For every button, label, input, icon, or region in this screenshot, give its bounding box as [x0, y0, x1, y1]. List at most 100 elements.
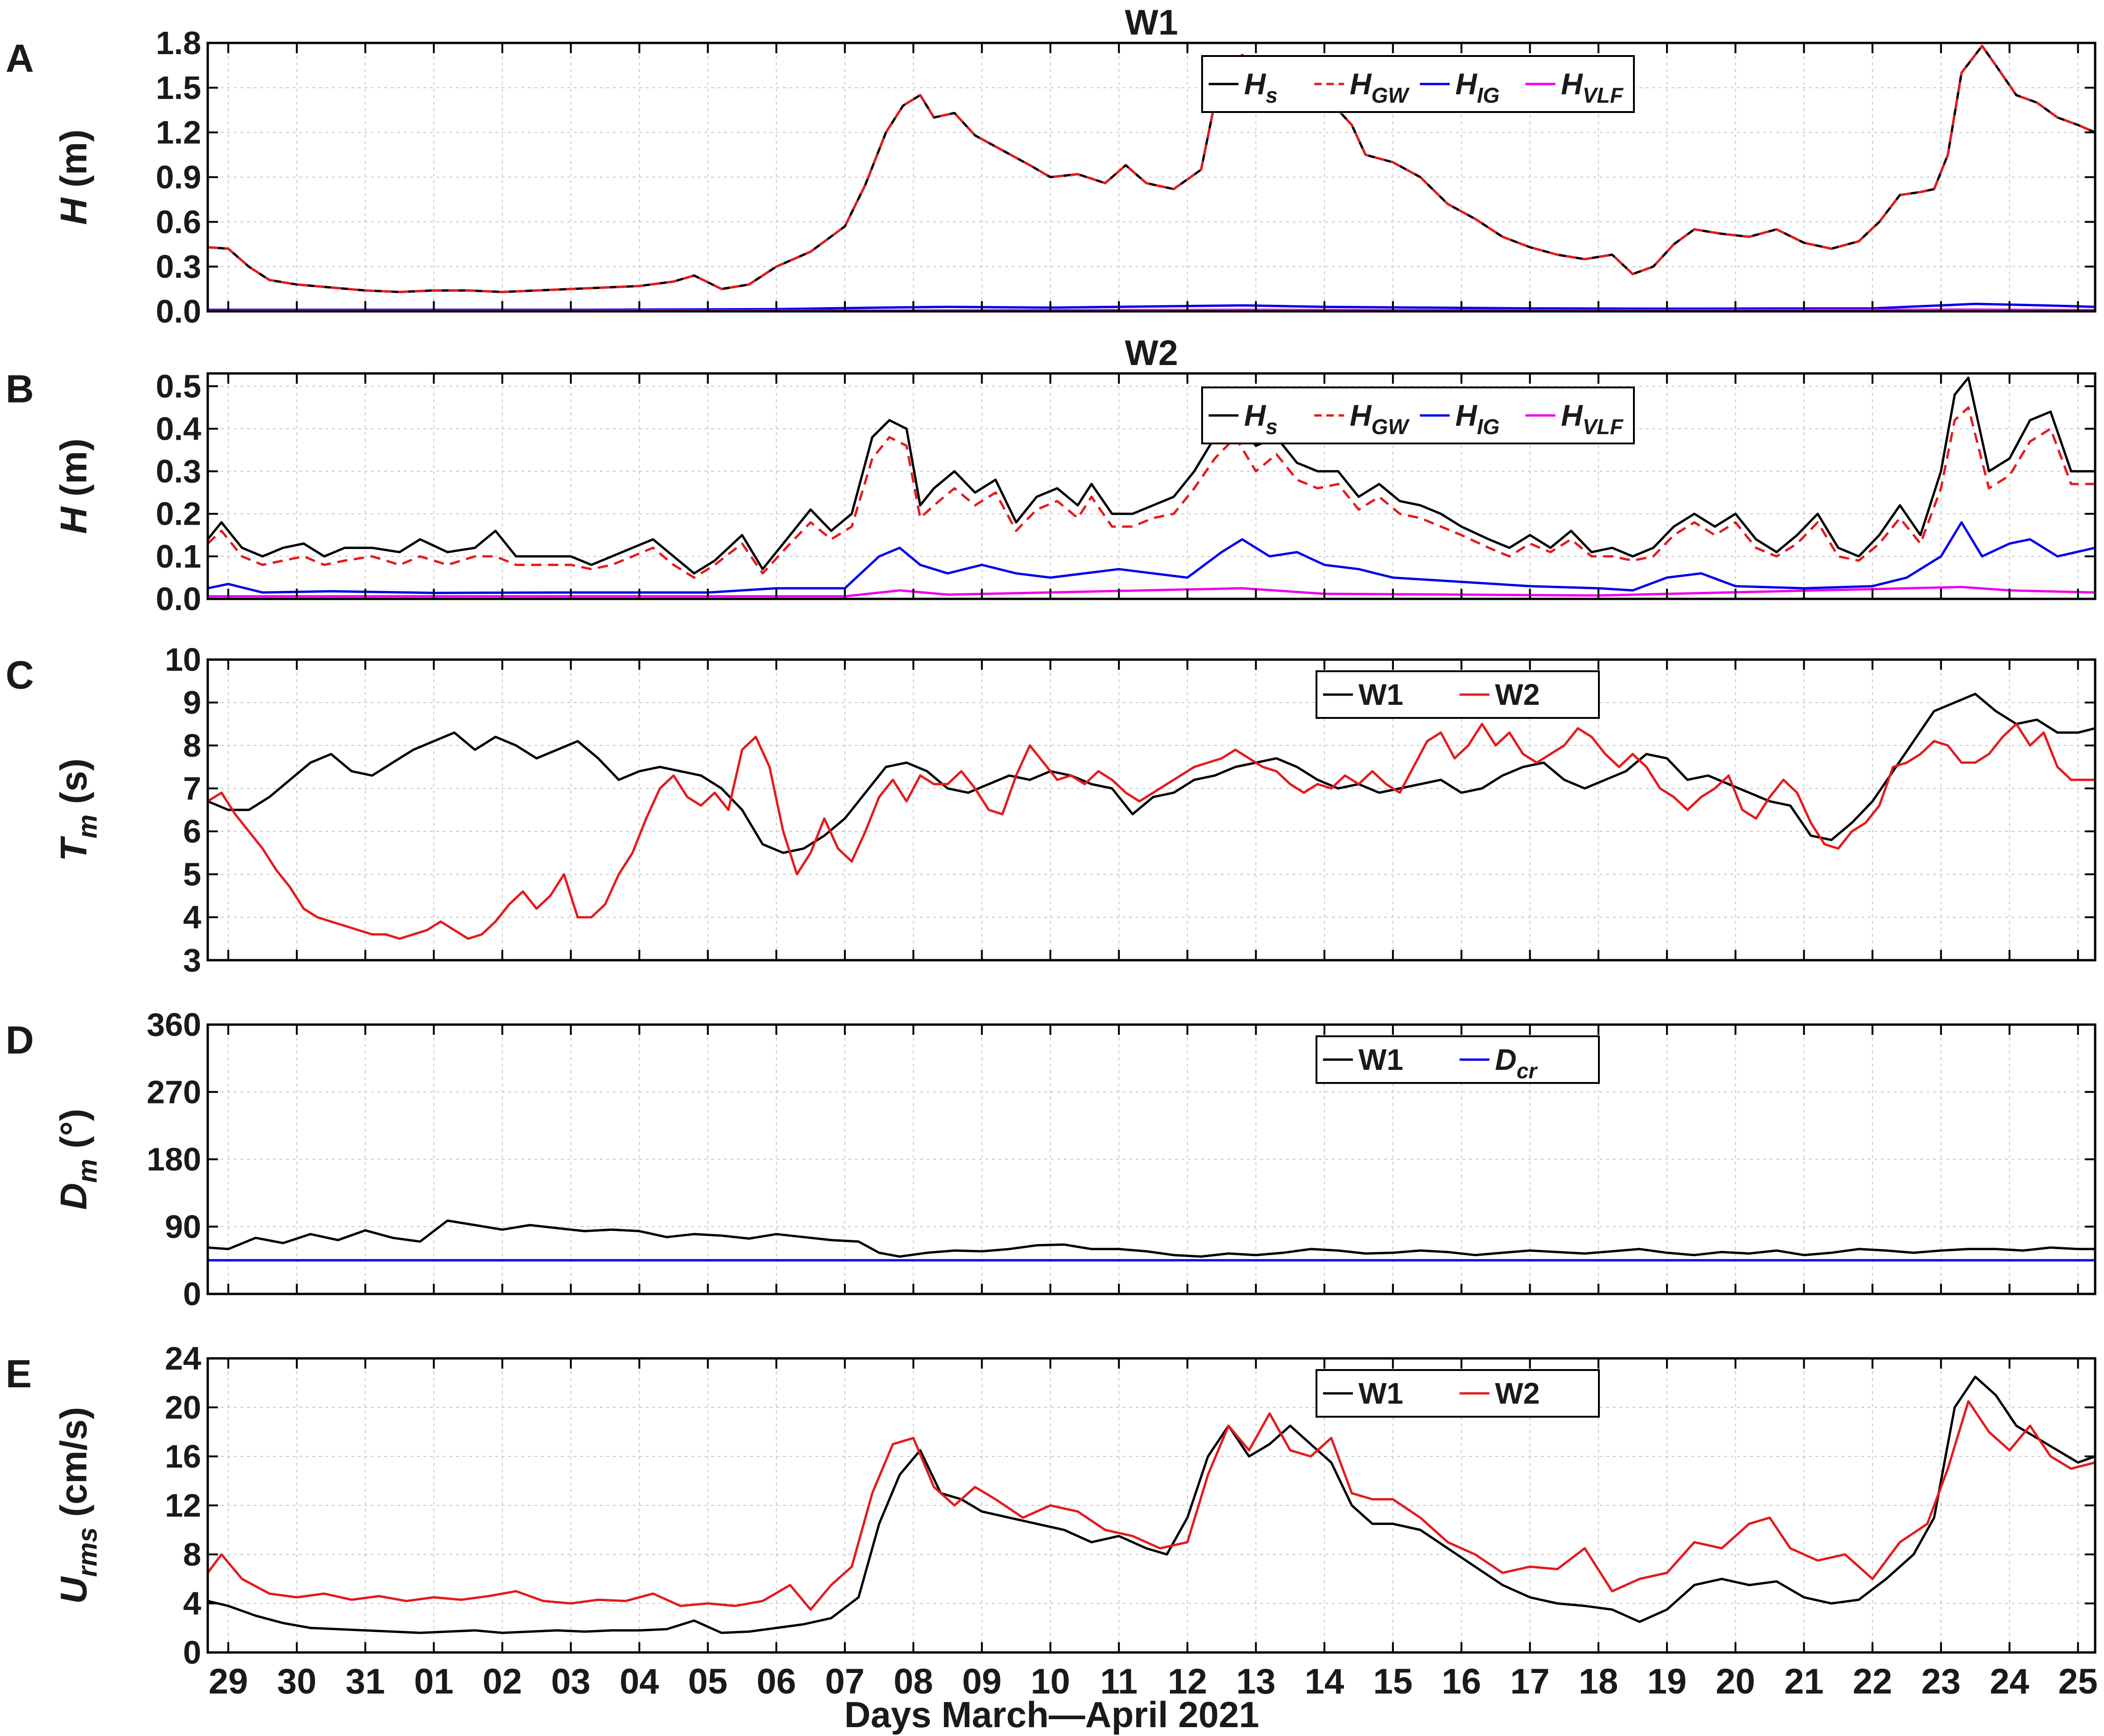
y-axis-label: Urms (cm/s) — [53, 1407, 103, 1604]
legend-label: W1 — [1358, 1377, 1403, 1410]
x-tick-label: 05 — [688, 1662, 728, 1701]
legend-label: HGW — [1350, 67, 1410, 107]
y-axis-label: Dm (°) — [53, 1109, 103, 1210]
legend: W1 Dcr — [1316, 1035, 1600, 1084]
x-tick-label: 29 — [209, 1662, 248, 1701]
y-tick-label: 8 — [183, 1536, 201, 1573]
legend-label: HVLF — [1561, 67, 1624, 107]
y-tick-label: 0.0 — [156, 293, 201, 330]
x-tick-label: 08 — [894, 1662, 933, 1701]
series-line-h-ig — [207, 521, 2096, 594]
series-line-h-gw — [207, 406, 2095, 579]
y-tick-label: 360 — [147, 1006, 201, 1043]
series-line-w1 — [207, 693, 2096, 854]
legend-label: HVLF — [1561, 399, 1624, 439]
x-tick-label: 07 — [825, 1662, 865, 1701]
y-tick-label: 0 — [183, 1276, 201, 1312]
series-line-w2 — [206, 1400, 2096, 1611]
y-tick-label: 0.3 — [156, 453, 201, 490]
x-tick-label: 03 — [551, 1662, 591, 1701]
y-tick-label: 10 — [165, 641, 201, 678]
y-tick-label: 0.4 — [156, 410, 201, 447]
panel-B: 0.0 0.1 0.2 0.3 0.4 0.5 B W2 H (m) Hs HGW HIG HVLF — [6, 333, 2097, 617]
legend-label: Dcr — [1495, 1043, 1538, 1083]
x-tick-label: 16 — [1442, 1662, 1481, 1701]
y-tick-label: 12 — [165, 1487, 201, 1524]
x-tick-label: 25 — [2058, 1662, 2098, 1701]
panel-title: W1 — [1125, 3, 1178, 42]
x-tick-label: 10 — [1031, 1662, 1070, 1701]
x-tick-label: 31 — [345, 1662, 385, 1701]
panel-letter: D — [6, 1018, 34, 1062]
legend: W1 W2 — [1316, 1369, 1600, 1418]
y-tick-label: 0.5 — [156, 368, 201, 404]
series-line-h-s — [207, 376, 2095, 575]
legend-label: HIG — [1456, 67, 1500, 107]
legend-label: W2 — [1495, 678, 1540, 711]
x-tick-label: 18 — [1579, 1662, 1618, 1701]
legend-label: HGW — [1350, 399, 1410, 439]
y-tick-label: 9 — [183, 684, 201, 721]
axes-frame — [206, 658, 2097, 962]
y-tick-label: 1.5 — [156, 70, 201, 106]
legend-label: W1 — [1358, 678, 1403, 711]
y-tick-label: 4 — [183, 1585, 201, 1622]
y-tick-label: 0 — [183, 1634, 201, 1671]
y-tick-label: 270 — [147, 1074, 201, 1110]
panel-A: 0.0 0.3 0.6 0.9 1.2 1.5 1.8 A W1 H (m) Hs HGW HIG HVL… — [6, 3, 2097, 330]
y-tick-label: 90 — [165, 1209, 201, 1245]
y-tick-label: 4 — [183, 899, 201, 935]
y-tick-label: 8 — [183, 727, 201, 764]
y-axis-label: H (m) — [53, 438, 94, 534]
y-tick-label: 7 — [183, 770, 201, 807]
legend: Hs HGW HIG HVLF — [1201, 55, 1635, 113]
legend-box — [1316, 670, 1600, 719]
y-tick-label: 0.6 — [156, 204, 201, 240]
y-tick-label: 1.2 — [156, 114, 201, 151]
y-tick-label: 3 — [183, 942, 201, 978]
y-tick-label: 24 — [165, 1340, 201, 1377]
legend-label: W1 — [1358, 1043, 1403, 1076]
panels-group: 0.0 0.3 0.6 0.9 1.2 1.5 1.8 A W1 H (m) Hs HGW HIG HVL… — [6, 3, 2098, 1701]
series-line-h-gw — [207, 44, 2096, 293]
x-tick-label: 19 — [1647, 1662, 1687, 1701]
legend-label: Hs — [1244, 67, 1278, 107]
x-tick-label: 20 — [1716, 1662, 1755, 1701]
series-line-w2 — [207, 723, 2095, 940]
legend-box — [1201, 55, 1635, 113]
y-tick-label: 5 — [183, 856, 201, 893]
x-tick-label: 21 — [1784, 1662, 1824, 1701]
y-tick-label: 16 — [165, 1438, 201, 1475]
x-tick-label: 22 — [1853, 1662, 1893, 1701]
panel-title: W2 — [1125, 333, 1178, 373]
y-tick-label: 0.2 — [156, 496, 201, 532]
x-tick-label: 06 — [757, 1662, 796, 1701]
x-tick-label: 11 — [1100, 1662, 1138, 1701]
y-tick-label: 6 — [183, 813, 201, 850]
x-tick-label: 13 — [1236, 1662, 1276, 1701]
x-tick-label: 23 — [1921, 1662, 1961, 1701]
series-line-w1 — [207, 1219, 2095, 1258]
y-axis-label: H (m) — [53, 129, 94, 225]
series-line-w1 — [207, 1375, 2096, 1634]
legend: Hs HGW HIG HVLF — [1201, 387, 1635, 444]
series-line-h-s — [207, 44, 2096, 293]
series-line-h-ig — [208, 302, 2096, 311]
y-tick-label: 20 — [165, 1389, 201, 1426]
x-tick-label: 09 — [962, 1662, 1002, 1701]
x-tick-label: 12 — [1168, 1662, 1207, 1701]
x-tick-label: 02 — [483, 1662, 522, 1701]
panel-C: 3 4 5 6 7 8 9 10 C Tm (s) W1 W2 — [6, 641, 2097, 978]
y-tick-label: 0.1 — [156, 538, 201, 575]
x-axis-label: Days March—April 2021 — [844, 1694, 1260, 1735]
legend-box — [1201, 387, 1635, 444]
x-tick-label: 17 — [1510, 1662, 1550, 1701]
y-axis-label: Tm (s) — [53, 759, 103, 861]
legend: W1 W2 — [1316, 670, 1600, 719]
x-tick-label: 30 — [277, 1662, 317, 1701]
panel-letter: E — [6, 1352, 32, 1396]
x-tick-label: 04 — [619, 1662, 659, 1701]
y-tick-label: 1.8 — [156, 25, 201, 61]
x-tick-label: 15 — [1373, 1662, 1413, 1701]
legend-label: Hs — [1244, 399, 1278, 439]
